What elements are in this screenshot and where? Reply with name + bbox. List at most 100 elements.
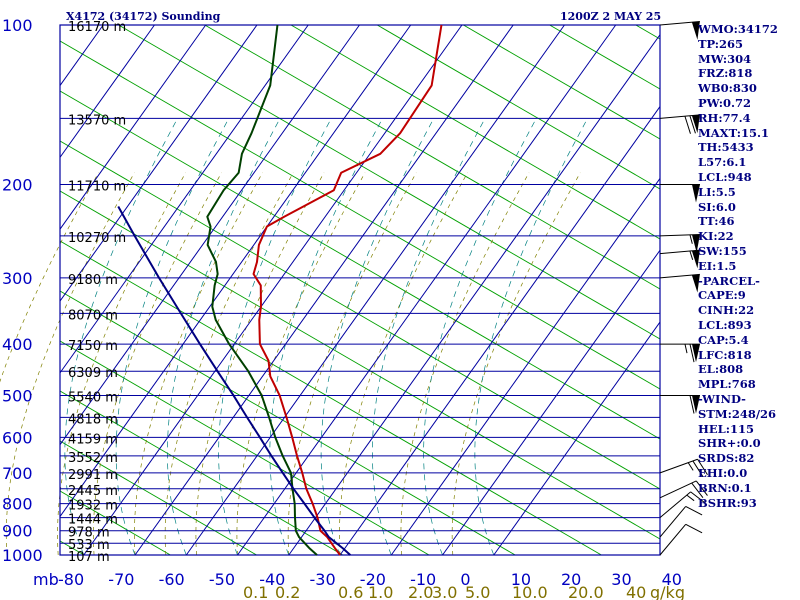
height-label: 3552 m: [68, 451, 118, 466]
wind-barb-flag: [691, 482, 704, 498]
index-entry: L57:6.1: [698, 155, 747, 170]
isotherm-line: [59, 24, 309, 374]
height-label: 5540 m: [68, 390, 118, 405]
dry-adiabat-line: [59, 190, 661, 540]
mixing-ratio-line: [57, 172, 186, 556]
index-entry: FRZ:818: [698, 66, 753, 81]
mixing-ratio-line: [5, 172, 135, 556]
height-label: 10270 m: [68, 231, 126, 246]
index-entry: LFC:818: [698, 347, 752, 362]
mixing-ratio-line: [134, 172, 263, 556]
mixing-ratio-label: g/kg: [650, 583, 685, 600]
index-entry: EL:808: [698, 362, 744, 377]
mixing-ratio-label: 3.0: [432, 583, 457, 600]
height-label: 1932 m: [68, 499, 118, 514]
profile-temperature: [252, 24, 443, 556]
height-label: 13570 m: [68, 113, 126, 128]
height-label: 533 m: [68, 538, 110, 553]
moist-adiabat-line: [167, 118, 281, 556]
index-entry: PW:0.72: [698, 95, 752, 110]
pressure-tick-label: 800: [2, 495, 33, 514]
moist-adiabat-line: [320, 118, 435, 556]
wind-barb-pennant: [692, 344, 700, 363]
wind-barbs-layer: [659, 21, 708, 556]
isotherm-line: [59, 24, 155, 158]
temperature-tick-label: -80: [58, 570, 84, 589]
wind-barb-staff: [659, 273, 700, 279]
dry-adiabat-line: [59, 490, 171, 556]
height-label: 7150 m: [68, 339, 118, 354]
dry-adiabat-line: [549, 24, 661, 90]
height-label: 11710 m: [68, 180, 126, 195]
profiles-layer: [117, 24, 443, 556]
index-entry: MAXT:15.1: [698, 125, 769, 140]
index-entry: SI:6.0: [698, 199, 736, 214]
isotherm-line: [134, 24, 514, 556]
wind-barb-flag: [689, 395, 695, 414]
index-entry: MPL:768: [698, 377, 756, 392]
wind-barb-flag: [697, 458, 708, 476]
temperature-tick-label: 40: [662, 570, 682, 589]
sounding-datetime: 1200Z 2 MAY 25: [560, 10, 661, 23]
wind-barb: [660, 394, 700, 414]
pressure-unit-label: mb: [33, 570, 59, 589]
height-label: 978 m: [68, 526, 110, 541]
mixing-ratio-line: [195, 172, 325, 556]
index-entry: SRDS:82: [698, 451, 755, 466]
wind-barb: [659, 505, 703, 538]
temperature-tick-label: -50: [209, 570, 235, 589]
wind-barb-flag: [685, 523, 703, 534]
pressure-tick-label: 200: [2, 176, 33, 195]
wind-barb-half-flag: [689, 234, 693, 244]
dry-adiabat-line: [204, 24, 661, 290]
height-label: 1444 m: [68, 513, 118, 528]
isotherm-line: [59, 24, 258, 302]
wind-barb: [659, 114, 700, 134]
index-entry: RH:77.4: [698, 110, 751, 125]
index-entry: SHR+:0.0: [698, 436, 761, 451]
index-entry: STM:248/26: [698, 406, 777, 421]
isotherm-line: [288, 34, 661, 556]
wind-barb: [660, 343, 700, 363]
pressure-tick-label: 300: [2, 269, 33, 288]
index-entry: MW:304: [698, 51, 752, 66]
mixing-ratio-label: 0.2: [275, 583, 300, 600]
index-entry: KI:22: [698, 229, 734, 244]
temperature-tick-label: 10: [511, 570, 531, 589]
mixing-ratio-label: 20.0: [568, 583, 604, 600]
temperature-tick-label: 0: [460, 570, 470, 589]
plot-frame: [59, 24, 661, 556]
mixing-ratio-label: 0.1: [243, 583, 268, 600]
isotherm-line: [339, 106, 661, 556]
wind-barb-pennant: [691, 250, 700, 269]
dry-adiabat-line: [59, 240, 602, 556]
moist-adiabat-line: [372, 118, 486, 556]
temperature-tick-label: -70: [108, 570, 134, 589]
dry-adiabat-line: [59, 340, 430, 556]
mixing-ratio-label: 0.6: [338, 583, 363, 600]
wind-barb-flag: [684, 115, 691, 134]
mixing-ratio-label: 40: [626, 583, 646, 600]
index-entry: TT:46: [698, 214, 735, 229]
wind-barb-half-flag: [687, 462, 694, 471]
mixing-ratio-line: [451, 172, 581, 556]
wind-barb: [659, 249, 700, 269]
wind-barb-pennant: [691, 234, 700, 253]
dry-adiabat-line: [635, 24, 661, 40]
wind-barb-staff: [659, 21, 700, 26]
profile-parcel: [117, 205, 351, 556]
index-entry: CAP:5.4: [698, 332, 749, 347]
isotherm-line: [185, 24, 565, 556]
temperature-tick-label: -60: [159, 570, 185, 589]
wind-barb-pennant: [692, 395, 700, 414]
wind-barb: [659, 523, 703, 556]
wind-barb-staff: [659, 458, 698, 474]
wind-barb-staff: [659, 506, 687, 538]
index-entry: -WIND-: [698, 391, 746, 406]
pressure-tick-label: 400: [2, 335, 33, 354]
height-label: 107 m: [68, 550, 110, 565]
dry-adiabat-line: [463, 24, 661, 140]
wind-barb: [659, 234, 700, 253]
wind-barb: [659, 273, 700, 293]
wind-barb-staff: [659, 249, 700, 255]
